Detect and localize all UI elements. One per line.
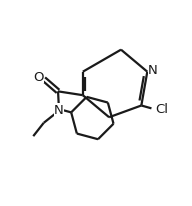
- Text: O: O: [34, 71, 44, 84]
- Text: N: N: [54, 103, 64, 116]
- Text: Cl: Cl: [156, 102, 169, 115]
- Text: N: N: [148, 64, 158, 77]
